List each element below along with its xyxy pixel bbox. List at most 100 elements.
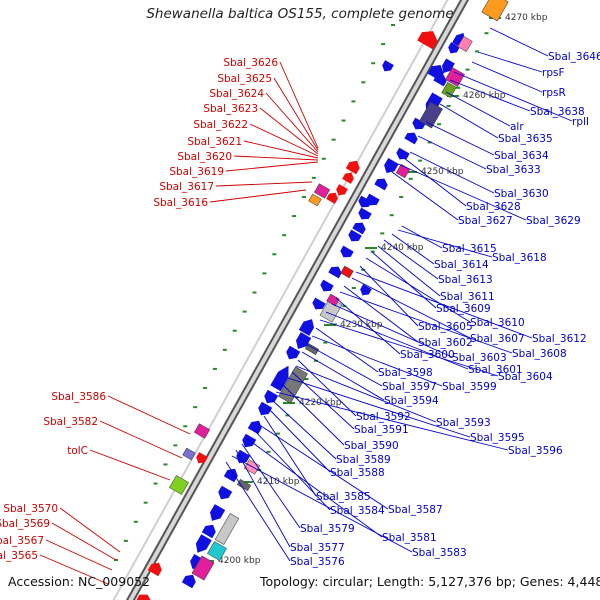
leader-line — [107, 395, 191, 435]
leader-line — [397, 163, 527, 221]
gene-arrow-forward — [374, 178, 388, 191]
leader-line — [235, 449, 291, 548]
gene-label-reverse: Sbal_3626 — [223, 57, 278, 69]
scale-tick-label: 4230 kbp — [340, 320, 383, 330]
leader-line — [383, 239, 439, 280]
gene-arrow-forward — [396, 147, 410, 160]
gene-box-magenta — [191, 555, 215, 581]
gene-label-forward: alr — [510, 121, 524, 133]
gene-arrow-forward — [298, 319, 314, 336]
gene-label-forward: Sbal_3615 — [442, 243, 497, 255]
leader-line — [291, 371, 355, 430]
gene-label-reverse: Sbal_3617 — [159, 181, 214, 193]
gene-arrow-forward — [242, 433, 257, 448]
scale-tick-label: 4240 kbp — [381, 243, 424, 253]
leader-line — [409, 151, 495, 194]
leader-line — [281, 383, 345, 446]
leader-line — [273, 77, 319, 151]
gene-arrow-forward — [223, 468, 238, 483]
gene-arrow-reverse — [417, 31, 438, 50]
leader-line — [445, 91, 511, 127]
gene-label-reverse: tolC — [67, 445, 88, 457]
leader-line — [267, 407, 331, 473]
leader-line — [45, 539, 113, 571]
leader-line — [297, 359, 357, 417]
gene-label-forward: Sbal_3634 — [494, 150, 549, 162]
gene-label-forward: Sbal_3588 — [330, 467, 385, 479]
leader-line — [249, 123, 319, 157]
gene-arrow-forward — [360, 284, 372, 296]
gene-label-forward: Sbal_3584 — [330, 505, 385, 517]
gene-label-forward: Sbal_3592 — [356, 411, 411, 423]
leader-line — [377, 245, 441, 297]
gene-label-forward: Sbal_3577 — [290, 542, 345, 554]
gene-arrow-forward — [320, 279, 334, 292]
accession-text: Accession: NC_009052 — [8, 574, 151, 589]
gene-label-reverse: Sbal_3565 — [0, 550, 38, 562]
gene-label-forward: Sbal_3609 — [436, 303, 491, 315]
leader-line — [403, 157, 467, 207]
gene-label-forward: Sbal_3595 — [470, 432, 525, 444]
gene-label-reverse: Sbal_3567 — [0, 535, 44, 547]
gene-label-forward: Sbal_3611 — [440, 291, 495, 303]
leader-line — [331, 303, 453, 358]
leader-line — [89, 449, 171, 481]
gene-arrow-forward — [264, 389, 279, 404]
gene-label-forward: Sbal_3576 — [290, 556, 345, 568]
leader-line — [51, 522, 117, 561]
leader-line — [339, 291, 513, 354]
gene-label-forward: Sbal_3583 — [412, 547, 467, 559]
gene-arrow-forward — [296, 332, 312, 349]
gene-label-reverse: Sbal_3616 — [153, 197, 208, 209]
gene-label-forward: Sbal_3630 — [494, 188, 549, 200]
leader-line — [257, 423, 389, 510]
gene-box-gray — [214, 513, 240, 545]
gene-label-forward: Sbal_3581 — [382, 532, 437, 544]
leader-line — [253, 429, 331, 511]
leader-line — [425, 121, 495, 156]
gene-arrow-reverse — [326, 192, 338, 204]
gene-label-forward: Sbal_3598 — [378, 367, 433, 379]
gene-label-forward: rpsR — [542, 87, 566, 99]
gene-label-forward: Sbal_3601 — [468, 364, 523, 376]
map-title: Shewanella baltica OS155, complete genom… — [146, 6, 454, 22]
gene-label-forward: Sbal_3612 — [532, 333, 587, 345]
gene-label-forward: rpsF — [542, 67, 565, 79]
leader-line — [391, 233, 435, 265]
gene-label-forward: Sbal_3629 — [526, 215, 581, 227]
gene-label-forward: Sbal_3585 — [316, 491, 371, 503]
gene-label-forward: rplI — [572, 116, 589, 128]
scale-tick-label: 4200 kbp — [218, 556, 261, 566]
gene-arrow-forward — [328, 266, 342, 279]
gene-arrow-forward — [210, 504, 226, 521]
gene-arrow-forward — [427, 64, 444, 81]
gene-label-reverse: Sbal_3570 — [3, 503, 58, 515]
leader-line — [287, 377, 471, 438]
gene-label-reverse: Sbal_3624 — [209, 88, 264, 100]
gene-label-forward: Sbal_3587 — [388, 504, 443, 516]
gene-arrow-forward — [412, 117, 426, 130]
gene-box-magenta — [445, 67, 465, 87]
gene-arrow-forward — [286, 345, 301, 360]
leader-line — [215, 181, 313, 187]
gene-arrow-reverse — [136, 594, 152, 600]
gene-label-reverse: Sbal_3586 — [51, 391, 106, 403]
gene-label-reverse: Sbal_3622 — [193, 119, 248, 131]
gene-label-reverse: Sbal_3619 — [169, 166, 224, 178]
gene-label-forward: Sbal_3607 — [470, 333, 525, 345]
gene-label-forward: Sbal_3633 — [486, 164, 541, 176]
gene-label-forward: Sbal_3593 — [436, 417, 491, 429]
leader-line — [59, 507, 121, 553]
gene-label-forward: Sbal_3589 — [336, 454, 391, 466]
leader-line — [265, 92, 319, 153]
gene-label-reverse: Sbal_3569 — [0, 518, 50, 530]
gene-arrow-forward — [358, 207, 372, 220]
gene-label-forward: Sbal_3599 — [442, 381, 497, 393]
leader-line — [365, 257, 471, 323]
gene-label-forward: Sbal_3579 — [300, 523, 355, 535]
leader-line — [99, 420, 183, 459]
gene-label-forward: Sbal_3646 — [548, 51, 600, 63]
gene-label-forward: Sbal_3635 — [498, 133, 553, 145]
